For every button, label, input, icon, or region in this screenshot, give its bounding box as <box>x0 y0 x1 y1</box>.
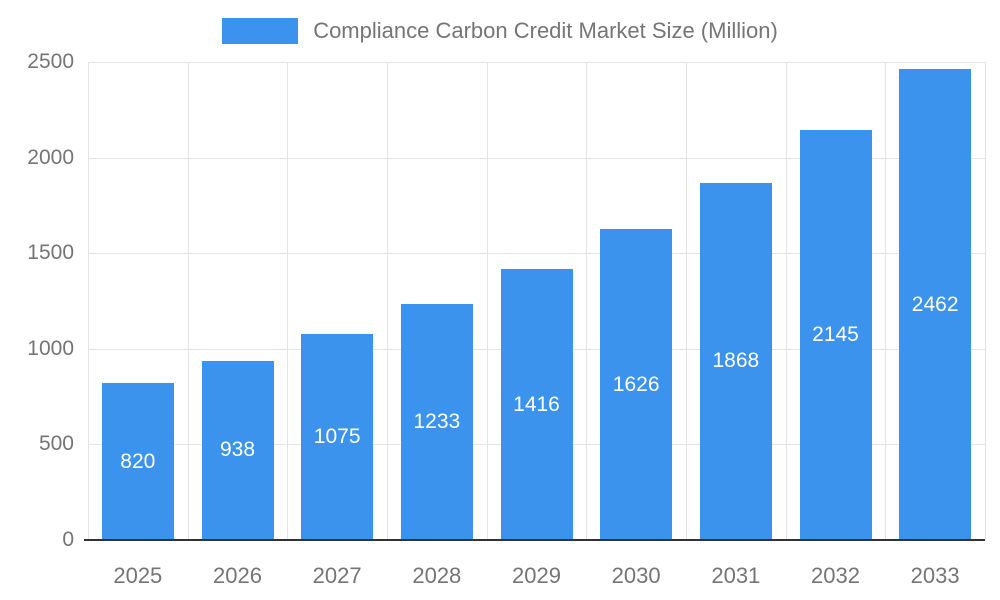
x-axis-tick-label: 2029 <box>512 563 561 588</box>
x-axis-tick-label: 2028 <box>412 563 462 588</box>
bar-2033[interactable]: 2462 <box>899 69 972 540</box>
bar-value-label: 2462 <box>911 292 959 316</box>
gridline-vertical <box>487 62 488 540</box>
y-axis-tick-label: 0 <box>62 528 74 551</box>
x-axis-tick-label: 2025 <box>113 563 163 588</box>
legend-swatch <box>222 18 299 44</box>
bar-value-label: 820 <box>120 449 156 473</box>
bar-2028[interactable]: 1233 <box>400 304 473 540</box>
gridline-vertical <box>188 62 189 540</box>
gridline-vertical <box>885 62 886 540</box>
x-axis-tick-label: 2032 <box>811 563 860 588</box>
bar-2031[interactable]: 1868 <box>699 182 772 540</box>
bar-2026[interactable]: 938 <box>201 360 274 540</box>
gridline-vertical <box>586 62 587 540</box>
gridline-vertical <box>387 62 388 540</box>
plot-area: 820 938 1075 1233 1416 1626 1868 2145 2462 <box>84 62 986 541</box>
x-axis-tick-label: 2033 <box>910 563 960 588</box>
gridline-horizontal <box>88 158 985 159</box>
bar-2032[interactable]: 2145 <box>799 129 872 540</box>
bar-2030[interactable]: 1626 <box>600 229 673 540</box>
x-axis-tick-label: 2027 <box>312 563 362 588</box>
gridline-vertical <box>985 62 986 540</box>
gridline-vertical <box>88 62 89 540</box>
chart-title: Compliance Carbon Credit Market Size (Mi… <box>313 18 778 43</box>
bar-value-label: 1233 <box>413 410 461 434</box>
bar-value-label: 938 <box>219 438 256 462</box>
gridline-horizontal <box>88 62 985 63</box>
chart-legend[interactable]: Compliance Carbon Credit Market Size (Mi… <box>0 17 1000 45</box>
y-axis-tick-label: 500 <box>38 432 74 456</box>
bar-value-label: 1075 <box>313 425 361 449</box>
bar-value-label: 1416 <box>513 392 560 416</box>
x-axis-tick-label: 2026 <box>213 563 262 588</box>
gridline-vertical <box>686 62 687 540</box>
bar-value-label: 1626 <box>612 372 660 396</box>
gridline-vertical <box>786 62 787 540</box>
bar-value-label: 1868 <box>712 349 760 373</box>
bar-2025[interactable]: 820 <box>101 383 174 540</box>
x-axis-line <box>84 539 985 541</box>
bar-2027[interactable]: 1075 <box>301 334 374 540</box>
gridline-horizontal <box>88 253 985 254</box>
y-axis-tick-label: 1500 <box>27 241 74 265</box>
y-axis-tick-label: 2000 <box>27 145 74 169</box>
y-axis-tick-label: 2500 <box>27 50 74 73</box>
bar-2029[interactable]: 1416 <box>500 269 573 540</box>
x-axis-tick-label: 2031 <box>711 563 761 588</box>
bar-value-label: 2145 <box>812 322 859 346</box>
gridline-vertical <box>287 62 288 540</box>
y-axis-tick-label: 1000 <box>27 336 74 360</box>
x-axis-tick-label: 2030 <box>611 563 661 588</box>
